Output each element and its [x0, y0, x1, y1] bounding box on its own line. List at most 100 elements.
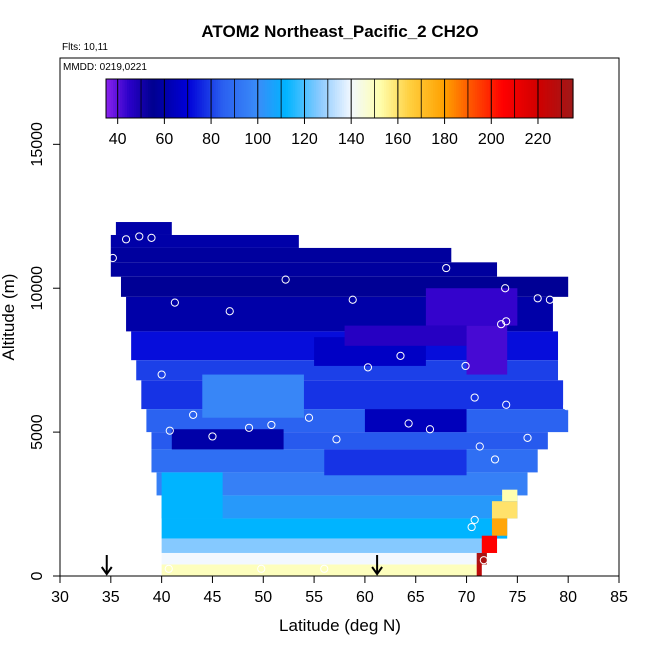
colorbar-segment — [232, 79, 236, 118]
colorbar-segment — [563, 79, 567, 118]
colorbar-segment — [404, 79, 408, 118]
colorbar-segment — [150, 79, 154, 118]
colorbar-segment — [190, 79, 193, 118]
colorbar-segment — [295, 79, 299, 118]
colorbar-segment — [442, 79, 446, 118]
heatmap-cell — [476, 552, 487, 565]
colorbar-segment — [283, 79, 287, 118]
sample-point — [363, 363, 373, 372]
colorbar-segment — [323, 79, 327, 118]
colorbar-segment — [495, 79, 499, 118]
colorbar-segment — [292, 79, 296, 118]
heatmap-cell — [202, 374, 304, 418]
colorbar-segment — [355, 79, 359, 118]
sample-point — [157, 370, 166, 379]
heatmap-cell — [171, 429, 284, 450]
heatmap-cell — [344, 325, 467, 346]
y-tick-label: 15000 — [29, 122, 46, 167]
colorbar-segment — [262, 79, 266, 118]
colorbar-segment — [334, 79, 338, 118]
colorbar-segment — [425, 79, 429, 118]
colorbar-segment — [491, 79, 495, 118]
colorbar-segment — [152, 79, 156, 118]
colorbar-segment — [197, 79, 200, 118]
colorbar-segment — [148, 79, 151, 118]
colorbar-segment — [505, 79, 509, 118]
y-tick-label: 10000 — [29, 266, 46, 311]
colorbar-segment — [271, 79, 275, 118]
colorbar-segment — [458, 79, 462, 118]
colorbar-segment — [157, 79, 161, 118]
colorbar-segment — [414, 79, 418, 118]
colorbar-segment — [535, 79, 539, 118]
heatmap-cell — [491, 518, 508, 536]
colorbar-segment — [274, 79, 278, 118]
colorbar-segment — [117, 79, 121, 118]
colorbar-segment — [211, 79, 215, 118]
sample-point — [490, 455, 500, 464]
colorbar-segment — [171, 79, 175, 118]
colorbar-segment — [521, 79, 525, 118]
y-axis: 0 5000 10000 15000 — [29, 122, 60, 580]
colorbar-segment — [509, 79, 513, 118]
colorbar-segment — [187, 79, 191, 118]
sample-point — [165, 426, 174, 435]
colorbar-segment — [388, 79, 392, 118]
colorbar-segment — [138, 79, 142, 118]
colorbar-segment — [106, 79, 109, 118]
colorbar-segment — [162, 79, 165, 118]
heatmap-cell — [364, 409, 467, 433]
colorbar-segment — [407, 79, 411, 118]
colorbar-segment — [423, 79, 427, 118]
x-tick-label: 70 — [458, 589, 476, 606]
colorbar-segment — [519, 79, 523, 118]
colorbar-segment — [236, 79, 240, 118]
colorbar-segment — [318, 79, 322, 118]
colorbar-tick-label: 80 — [202, 131, 220, 148]
colorbar-segment — [143, 79, 147, 118]
colorbar-segment — [302, 79, 306, 118]
colorbar-segment — [514, 79, 518, 118]
colorbar-segment — [360, 79, 364, 118]
colorbar-segment — [141, 79, 144, 118]
sample-point — [244, 423, 254, 432]
colorbar-segment — [374, 79, 378, 118]
colorbar-segment — [402, 79, 406, 118]
colorbar-segment — [533, 79, 537, 118]
heatmap-cell — [491, 501, 518, 519]
colorbar-tick-label: 100 — [244, 131, 271, 148]
colorbar-segment — [502, 79, 506, 118]
colorbar-segment — [547, 79, 551, 118]
sample-point — [475, 442, 484, 451]
colorbar-segment — [108, 79, 112, 118]
sample-point — [267, 420, 276, 430]
sample-point — [501, 284, 510, 293]
colorbar-segment — [204, 79, 208, 118]
sample-point — [442, 263, 451, 273]
sample-point — [470, 515, 479, 524]
plot-frame — [59, 57, 620, 577]
colorbar-tick-label: 200 — [478, 131, 505, 148]
colorbar-segment — [411, 79, 415, 118]
colorbar-segment — [260, 79, 264, 118]
sample-point — [404, 419, 413, 428]
colorbar-segment — [281, 79, 285, 118]
colorbar-tick-label: 160 — [385, 131, 412, 148]
colorbar-segment — [225, 79, 229, 118]
colorbar-segment — [248, 79, 252, 118]
colorbar-segment — [558, 79, 562, 118]
colorbar-segment — [332, 79, 336, 118]
colorbar-segment — [199, 79, 203, 118]
sample-point — [348, 295, 357, 304]
y-axis-label: Altitude (m) — [0, 274, 18, 361]
colorbar-segment — [185, 79, 189, 118]
colorbar-segment — [173, 79, 177, 118]
colorbar-segment — [346, 79, 350, 118]
x-axis: 30 35 40 45 50 55 60 65 70 75 80 85 — [51, 576, 628, 606]
colorbar-segment — [437, 79, 441, 118]
heatmap-cell — [110, 262, 498, 277]
colorbar-segment — [220, 79, 224, 118]
colorbar-segment — [435, 79, 439, 118]
x-tick-label: 60 — [356, 589, 374, 606]
